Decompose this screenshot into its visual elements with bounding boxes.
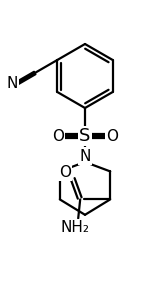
Text: O: O bbox=[52, 128, 64, 143]
Text: NH₂: NH₂ bbox=[61, 220, 90, 235]
Text: O: O bbox=[59, 165, 71, 180]
Text: N: N bbox=[7, 76, 18, 91]
Text: N: N bbox=[79, 148, 91, 163]
Text: O: O bbox=[106, 128, 118, 143]
Text: S: S bbox=[79, 127, 91, 145]
